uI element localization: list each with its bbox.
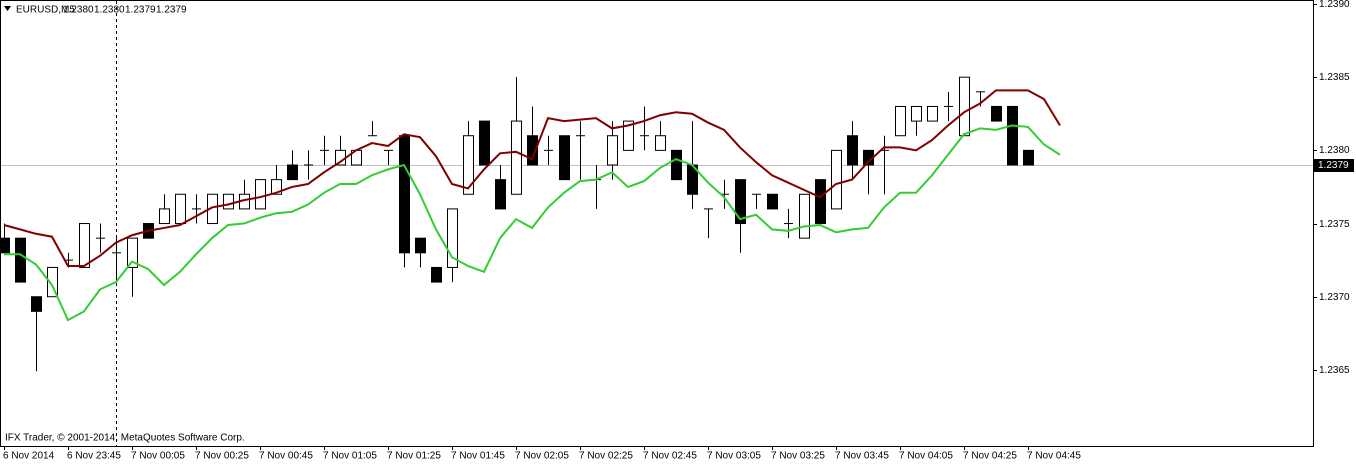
candle-body (671, 149, 682, 181)
y-tick-label: 1.2380 (1319, 145, 1350, 156)
candle-body (991, 105, 1002, 122)
candle-body (831, 149, 842, 210)
candle-body (735, 179, 746, 225)
candle-body (927, 105, 938, 122)
candle-body (767, 193, 778, 210)
price-label-box (1314, 159, 1354, 172)
candle-body (79, 223, 90, 268)
candle-body (31, 296, 42, 312)
candle-body (959, 76, 970, 137)
candle-body (255, 179, 266, 210)
candle-body (623, 120, 634, 151)
candle-body (655, 135, 666, 151)
candle-body (607, 135, 618, 166)
quote-high: 1.2380 (94, 5, 125, 16)
candle-body (287, 164, 298, 181)
candle-body (799, 193, 810, 239)
indicator-line (3, 89, 1061, 267)
indicator-line (4, 124, 1061, 322)
x-tick-label: 7 Nov 00:05 (131, 451, 185, 462)
candle-body (559, 135, 570, 181)
chart-title: EURUSD,M5 (16, 5, 75, 16)
x-tick-label: 6 Nov 2014 (3, 451, 55, 462)
y-tick-label: 1.2375 (1319, 219, 1350, 230)
x-tick-label: 7 Nov 03:05 (707, 451, 761, 462)
x-tick-label: 7 Nov 02:05 (515, 451, 569, 462)
candle-body (495, 179, 506, 210)
price-label: 1.2379 (1318, 160, 1349, 171)
menu-arrow (4, 6, 11, 11)
x-tick-label: 7 Nov 00:45 (259, 451, 313, 462)
candle-body (447, 208, 458, 268)
candle-body (431, 266, 442, 283)
candle-body (911, 105, 922, 122)
candle-body (271, 179, 282, 195)
y-tick-label: 1.2365 (1319, 365, 1350, 376)
candle-body (399, 135, 410, 254)
y-tick-label: 1.2385 (1319, 72, 1350, 83)
candle-body (127, 237, 138, 268)
footer: IFX Trader, © 2001-2014, MetaQuotes Soft… (5, 433, 245, 444)
quote-close: 1.2379 (156, 5, 187, 16)
candle-body (175, 193, 186, 225)
x-tick-label: 7 Nov 01:05 (323, 451, 377, 462)
candle-body (1023, 149, 1034, 166)
x-tick-label: 7 Nov 00:25 (195, 451, 249, 462)
plot-layer (0, 76, 1313, 372)
plot-frame (0, 0, 1314, 447)
candle-body (511, 120, 522, 195)
candle-body (815, 179, 826, 225)
x-tick-label: 7 Nov 01:25 (387, 451, 441, 462)
candle-body (847, 135, 858, 166)
x-tick-label: 7 Nov 02:25 (579, 451, 633, 462)
candle-body (0, 237, 10, 254)
candle-body (479, 120, 490, 166)
x-tick-label: 7 Nov 03:25 (771, 451, 825, 462)
y-tick-label: 1.2390 (1319, 0, 1350, 10)
quote-low: 1.2379 (125, 5, 156, 16)
x-tick-label: 7 Nov 01:45 (451, 451, 505, 462)
candle-body (527, 135, 538, 166)
candle-body (15, 237, 26, 283)
x-tick-label: 7 Nov 02:45 (643, 451, 697, 462)
candle-body (47, 266, 58, 298)
candle-body (895, 105, 906, 137)
candle-body (223, 193, 234, 210)
x-tick-label: 7 Nov 04:05 (899, 451, 953, 462)
candle-body (463, 135, 474, 195)
x-tick-label: 7 Nov 04:25 (963, 451, 1017, 462)
quote-open: 1.2380 (63, 5, 94, 16)
candle-body (159, 208, 170, 225)
y-tick-label: 1.2370 (1319, 292, 1350, 303)
x-tick-label: 7 Nov 03:45 (835, 451, 889, 462)
candle-body (1007, 105, 1018, 166)
x-tick-label: 7 Nov 04:45 (1027, 451, 1081, 462)
x-tick-label: 6 Nov 23:45 (67, 451, 121, 462)
candle-body (415, 237, 426, 254)
